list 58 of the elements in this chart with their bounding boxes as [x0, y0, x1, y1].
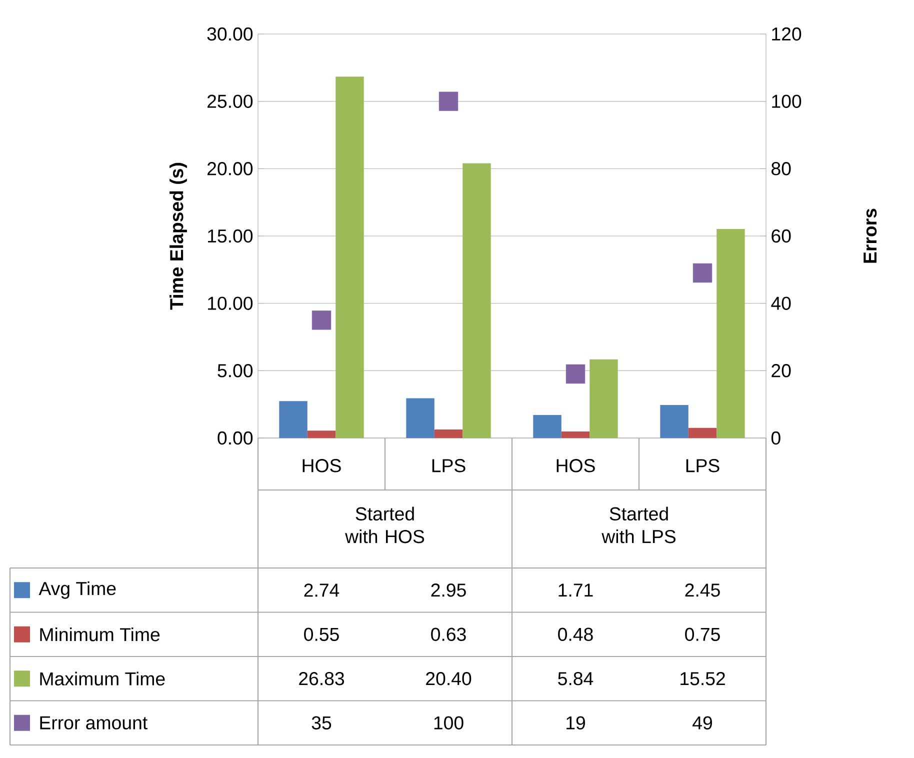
bar [336, 76, 364, 438]
y2-axis-title: Errors [864, 208, 877, 263]
y-tick-label: 30.00 [207, 27, 253, 41]
y2-tick-label: 0 [771, 431, 780, 445]
bar [688, 428, 717, 438]
bar [307, 430, 336, 438]
bar [561, 432, 590, 438]
bar [462, 163, 491, 438]
y-tick-label: 15.00 [208, 229, 253, 243]
x-tick-label: HOS [556, 459, 595, 472]
y-tick-label: 20.00 [208, 162, 253, 176]
data-label: 100 [434, 716, 464, 730]
data-label: 2.74 [304, 584, 340, 597]
data-label: 15.52 [680, 672, 725, 686]
point [566, 364, 586, 384]
bar [279, 401, 308, 438]
point [438, 92, 458, 111]
x-tick-label: HOS [302, 459, 341, 472]
data-label: 49 [692, 716, 712, 730]
data-label: 20.40 [426, 672, 472, 686]
y-tick-label: 10.00 [208, 296, 253, 310]
y2-tick-label: 80 [772, 162, 791, 176]
bar [533, 414, 562, 438]
y2-tick-label: 120 [772, 27, 802, 41]
legend-label: Error amount [40, 716, 148, 730]
data-label: 0.63 [431, 628, 466, 641]
data-label: 5.84 [558, 672, 594, 686]
legend-label: Maximum Time [40, 672, 165, 686]
bar [590, 359, 618, 438]
data-label: 26.83 [299, 672, 344, 686]
y2-tick-label: 20 [772, 364, 791, 378]
bar [660, 405, 688, 438]
data-label: 2.45 [685, 583, 720, 597]
bar [434, 430, 463, 438]
point [692, 263, 712, 283]
bar [716, 228, 745, 438]
x-tick-label: LPS [432, 459, 466, 472]
data-label: 19 [566, 716, 585, 730]
x-tick-label: LPS [686, 459, 720, 472]
data-label: 0.55 [304, 628, 339, 641]
point [312, 310, 332, 330]
data-label: 0.75 [685, 628, 720, 641]
y-tick-label: 0.00 [218, 431, 253, 445]
y-tick-label: 25.00 [208, 94, 253, 108]
y2-tick-label: 60 [772, 229, 791, 243]
y-axis-title: Time Elapsed (s) [170, 162, 187, 310]
data-label: 0.48 [558, 628, 593, 641]
text: Started with HOS [345, 506, 424, 544]
data-label: 2.95 [431, 583, 466, 597]
data-label: 35 [312, 716, 332, 730]
bar [406, 398, 434, 438]
data-label: 1.71 [558, 584, 593, 597]
y2-tick-label: 40 [771, 296, 791, 310]
y2-tick-label: 100 [772, 94, 802, 108]
legend-label: Minimum Time [40, 628, 160, 642]
text: Started with LPS [602, 506, 676, 544]
legend-label: Avg Time [38, 581, 116, 599]
y-tick-label: 5.00 [218, 364, 253, 378]
